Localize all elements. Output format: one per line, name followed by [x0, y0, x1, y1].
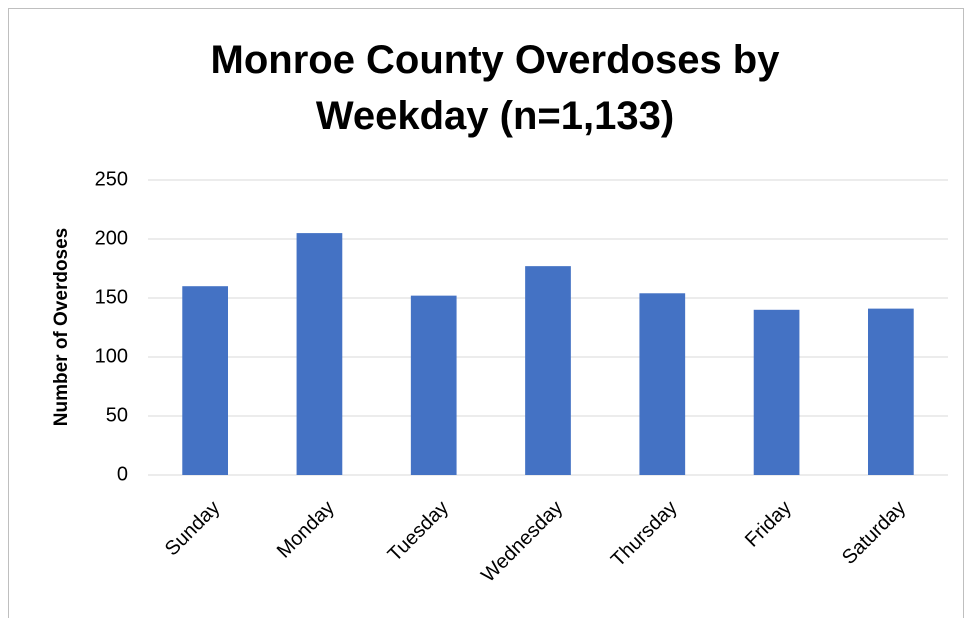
y-tick-label: 200 — [95, 227, 128, 249]
y-tick-label: 100 — [95, 345, 128, 367]
bar — [182, 286, 228, 475]
x-tick-label: Tuesday — [384, 497, 453, 566]
x-tick-label: Monday — [273, 497, 339, 563]
y-tick-label: 150 — [95, 286, 128, 308]
chart-border — [8, 8, 964, 618]
bar — [868, 308, 914, 475]
y-axis-label: Number of Overdoses — [51, 228, 72, 427]
x-tick-label: Saturday — [838, 497, 910, 569]
y-tick-label: 0 — [117, 463, 128, 485]
x-tick-label: Sunday — [161, 497, 225, 561]
y-tick-label: 50 — [106, 404, 128, 426]
bar — [296, 233, 343, 475]
bar — [753, 309, 800, 475]
x-tick-label: Friday — [741, 497, 796, 552]
bar — [639, 293, 686, 475]
bar — [410, 295, 457, 475]
chart-title: Monroe County Overdoses by Weekday (n=1,… — [210, 38, 780, 138]
bar — [525, 266, 571, 475]
x-tick-label: Thursday — [607, 497, 682, 572]
x-tick-label: Wednesday — [477, 497, 567, 587]
y-tick-label: 250 — [95, 168, 128, 190]
